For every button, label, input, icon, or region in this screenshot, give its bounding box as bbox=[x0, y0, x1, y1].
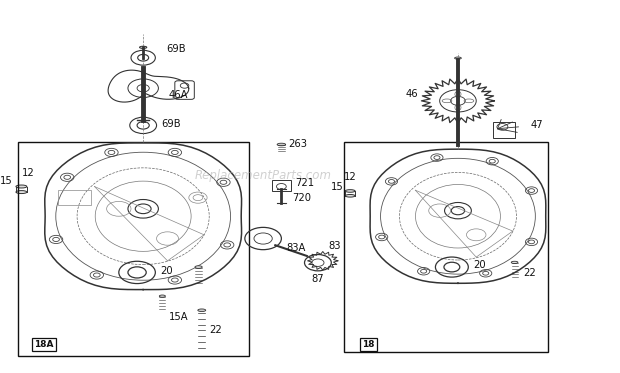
Text: 22: 22 bbox=[523, 268, 536, 278]
Text: 263: 263 bbox=[289, 139, 308, 149]
Ellipse shape bbox=[16, 185, 27, 188]
Text: 69B: 69B bbox=[161, 119, 181, 129]
Text: 83: 83 bbox=[329, 241, 342, 251]
Text: 87: 87 bbox=[312, 275, 324, 284]
Text: 15: 15 bbox=[330, 182, 343, 191]
Ellipse shape bbox=[345, 189, 355, 192]
Ellipse shape bbox=[140, 46, 147, 48]
Text: 69B: 69B bbox=[166, 44, 186, 54]
Text: 721: 721 bbox=[294, 178, 314, 188]
Text: ReplacementParts.com: ReplacementParts.com bbox=[195, 169, 332, 182]
Text: 18: 18 bbox=[362, 340, 374, 349]
Ellipse shape bbox=[198, 309, 206, 311]
Text: 12: 12 bbox=[344, 172, 356, 182]
Text: 20: 20 bbox=[160, 266, 173, 276]
Ellipse shape bbox=[159, 295, 166, 297]
Ellipse shape bbox=[195, 266, 202, 268]
Text: 18A: 18A bbox=[34, 340, 54, 349]
Ellipse shape bbox=[16, 191, 27, 194]
Text: 46A: 46A bbox=[169, 91, 188, 100]
Ellipse shape bbox=[454, 57, 461, 59]
Text: 720: 720 bbox=[293, 192, 311, 203]
Text: 83A: 83A bbox=[286, 243, 306, 253]
Text: 15A: 15A bbox=[169, 311, 188, 322]
Text: 22: 22 bbox=[209, 325, 222, 335]
Text: 47: 47 bbox=[531, 120, 544, 130]
Text: 46: 46 bbox=[405, 89, 419, 99]
Ellipse shape bbox=[277, 143, 286, 146]
Text: 12: 12 bbox=[22, 168, 35, 178]
Ellipse shape bbox=[345, 194, 355, 197]
Text: 15: 15 bbox=[0, 176, 12, 186]
Ellipse shape bbox=[512, 261, 518, 263]
Text: 20: 20 bbox=[473, 260, 486, 270]
